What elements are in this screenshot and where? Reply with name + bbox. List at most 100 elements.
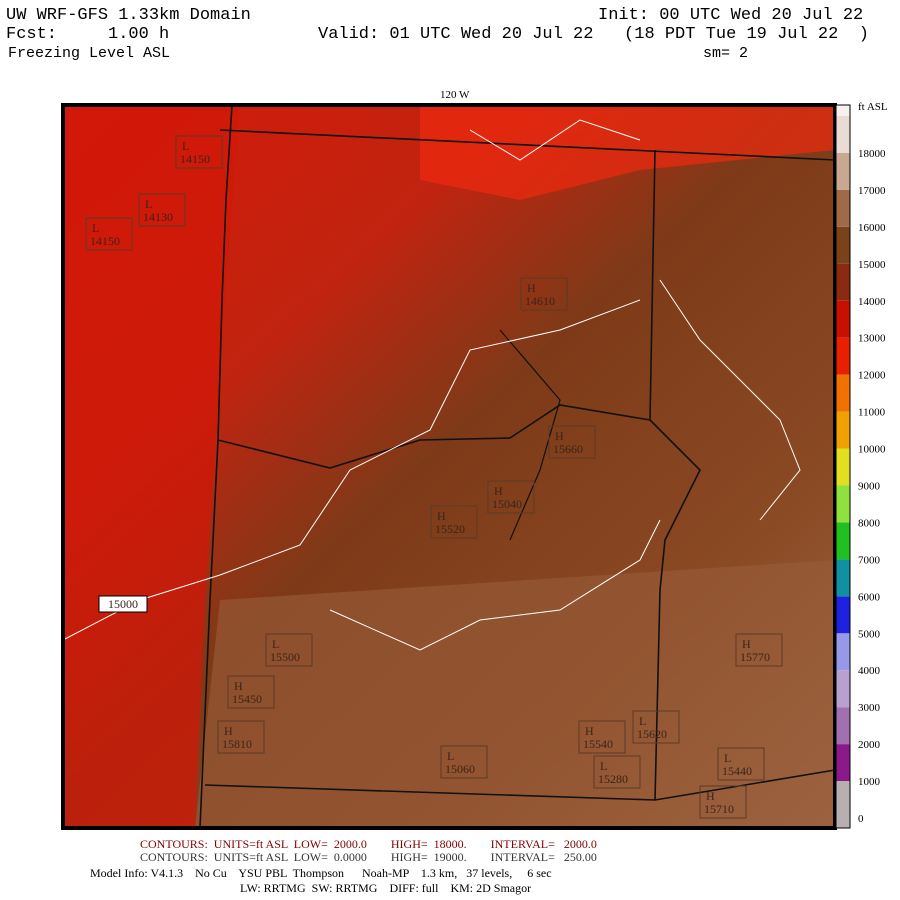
idaho-border [649, 149, 701, 801]
label-box [578, 720, 626, 754]
label-kind: H [742, 637, 751, 651]
label-value: 15520 [435, 522, 465, 536]
colorbar-label: 10000 [858, 444, 886, 456]
colorbar-band [836, 485, 850, 523]
colorbar-label: 11000 [858, 407, 886, 419]
label-value: 14130 [143, 210, 173, 224]
label-box [85, 217, 133, 251]
physics-info: LW: RRTMG SW: RRTMG DIFF: full KM: 2D Sm… [240, 881, 531, 895]
label-value: 15060 [445, 762, 475, 776]
label-value: 14150 [180, 152, 210, 166]
label-box [548, 425, 596, 459]
colorbar-label: 9000 [858, 481, 881, 493]
label-value: 15540 [583, 737, 613, 751]
colorbar-band [836, 448, 850, 486]
label-value: 15710 [704, 802, 734, 816]
colorbar-band [836, 116, 850, 153]
label-kind: H [555, 429, 564, 443]
label-box [520, 277, 568, 311]
contour-white [469, 119, 641, 161]
colorbar-band [836, 153, 850, 190]
colorbar-label: 8000 [858, 517, 881, 529]
init-time: Init: 00 UTC Wed 20 Jul 22 [598, 6, 863, 25]
label-box [175, 135, 223, 169]
contours-info: CONTOURS: UNITS=ft ASL LOW= 0.0000 HIGH=… [140, 850, 597, 864]
southern-border [204, 769, 836, 801]
model-title: UW WRF-GFS 1.33km Domain [6, 6, 251, 25]
colorbar: ft ASL 0 1000 2000 3000 4000 5000 6000 7000 8000… [835, 101, 888, 829]
colorbar-band [836, 226, 850, 264]
colorbar-label: 16000 [858, 222, 886, 234]
label-kind: H [494, 484, 503, 498]
colorbar-label: 1000 [858, 776, 881, 788]
colorbar-label: 4000 [858, 665, 881, 677]
smoothing: sm= 2 [703, 45, 748, 62]
colorbar-label: 6000 [858, 591, 881, 603]
contour-white [329, 519, 661, 651]
label-value: 15440 [722, 764, 752, 778]
colorbar-band [836, 263, 850, 301]
model-info: Model Info: V4.1.3 No Cu YSU PBL Thompso… [90, 866, 552, 880]
colorbar-band [836, 781, 850, 828]
label-value: 15280 [598, 772, 628, 786]
label-kind: L [447, 749, 454, 763]
colorbar-band [836, 411, 850, 449]
label-box [440, 745, 488, 779]
colorbar-label: 3000 [858, 702, 881, 714]
colorbar-band [836, 300, 850, 338]
label-kind: L [600, 759, 607, 773]
contour-label: 15000 [108, 597, 138, 611]
label-box [138, 193, 186, 227]
label-box [735, 633, 783, 667]
colorbar-band [836, 189, 850, 227]
label-value: 15620 [637, 727, 667, 741]
colorbar-band [836, 596, 850, 634]
high-terrain [420, 105, 835, 200]
colorbar-band [836, 670, 850, 708]
contour-15000 [62, 299, 641, 641]
label-kind: L [639, 714, 646, 728]
colorbar-frame [835, 104, 851, 829]
colorbar-band [836, 522, 850, 560]
label-value: 15770 [740, 650, 770, 664]
colorbar-label: 0 [858, 813, 864, 825]
colorbar-band [836, 337, 850, 375]
colorbar-band [836, 633, 850, 671]
label-value: 15810 [222, 737, 252, 751]
label-kind: L [272, 637, 279, 651]
label-kind: L [92, 221, 99, 235]
contours-info: CONTOURS: UNITS=ft ASL LOW= 2000.0 HIGH=… [140, 837, 597, 851]
label-value: 15660 [553, 442, 583, 456]
label-box [699, 785, 747, 819]
colorbar-label: 5000 [858, 628, 881, 640]
field-name: Freezing Level ASL [8, 45, 170, 62]
label-box [430, 505, 478, 539]
colorbar-band [836, 559, 850, 597]
colorbar-label: 14000 [858, 296, 886, 308]
label-value: 14150 [90, 234, 120, 248]
colorbar-unit: ft ASL [858, 101, 888, 113]
forecast-hour: Fcst: 1.00 h [6, 25, 169, 44]
colorbar-band [836, 374, 850, 412]
contour-label-box [98, 595, 148, 613]
label-kind: H [234, 679, 243, 693]
label-kind: H [527, 281, 536, 295]
label-kind: H [437, 509, 446, 523]
colorbar-label: 13000 [858, 333, 886, 345]
label-value: 15040 [492, 497, 522, 511]
canada-border [219, 129, 836, 161]
longitude-label: 120 W [440, 89, 470, 101]
south-field [195, 560, 835, 828]
coastline [199, 104, 233, 829]
label-box [227, 675, 275, 709]
river [499, 329, 561, 541]
label-kind: L [724, 751, 731, 765]
label-box [487, 480, 535, 514]
ocean [63, 105, 240, 828]
label-box [717, 747, 765, 781]
colorbar-label: 12000 [858, 370, 886, 382]
colorbar-label: 17000 [858, 185, 886, 197]
label-kind: H [224, 724, 233, 738]
colorbar-label: 15000 [858, 259, 886, 271]
contour-white [659, 279, 801, 521]
